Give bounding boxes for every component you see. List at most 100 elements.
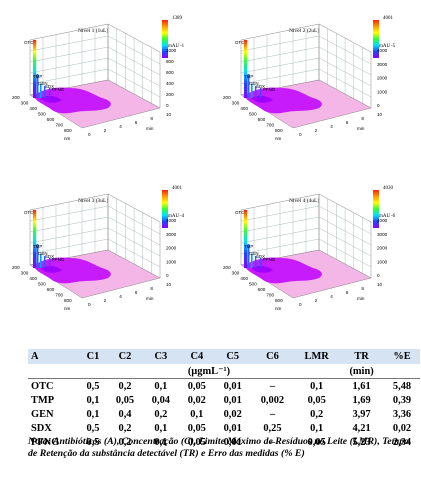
colorbar-max: 1389	[172, 16, 182, 21]
table-note: Nota: Antibióticos (A), Concentração (C)…	[28, 436, 410, 459]
value-cell: 0,01	[223, 380, 242, 392]
colorbar-min: -4	[180, 214, 185, 219]
time-tick-label: 6	[135, 290, 138, 295]
wavelength-tick-label: 600	[47, 117, 55, 122]
z-tick-label: 0	[166, 103, 169, 108]
wavelength-tick-label: 400	[29, 276, 37, 281]
time-tick-label: 10	[166, 282, 172, 287]
z-tick-label: 2000	[377, 76, 388, 81]
colorbar-min: -1	[180, 44, 185, 49]
col-header: C2	[107, 349, 143, 364]
value-cell: 0,02	[392, 422, 412, 434]
time-tick-label: 6	[346, 120, 349, 125]
time-tick-label: 8	[150, 286, 153, 291]
peak-label: GEN	[38, 251, 48, 256]
time-tick-label: 4	[119, 124, 122, 129]
chromatogram-figure: Nivel 1 (1uL) 1389 mAU -1 OTC TMP GEN SDX PFNG 10…	[0, 0, 421, 340]
z-tick-label: 1000	[166, 48, 177, 53]
time-tick-label: 2	[315, 298, 318, 303]
z-tick-label: 1000	[377, 259, 388, 264]
col-header: C1	[78, 349, 108, 364]
time-tick-label: 0	[88, 132, 91, 137]
time-tick-label: 8	[361, 116, 364, 121]
peak-label: TMP	[244, 74, 253, 79]
value-cell: 0,1	[86, 408, 100, 420]
value-cell: 0,1	[190, 408, 204, 420]
colorbar-unit: mAU	[379, 44, 391, 49]
time-tick-label: 8	[150, 116, 153, 121]
time-tick-label: 2	[104, 128, 107, 133]
time-unit: min	[357, 126, 365, 131]
peak-label: OTC	[235, 40, 244, 45]
colorbar-unit: mAU	[379, 214, 391, 219]
wavelength-tick-label: 400	[29, 106, 37, 111]
antibiotic-cell: OTC	[31, 380, 54, 392]
z-tick-label: 4000	[377, 48, 388, 53]
z-tick-label: 0	[166, 273, 169, 278]
antibiotic-cell: SDX	[31, 422, 52, 434]
wavelength-tick-label: 300	[21, 101, 29, 106]
colorbar	[162, 20, 168, 58]
time-tick-label: 10	[377, 282, 383, 287]
time-tick-label: 0	[299, 132, 302, 137]
z-tick-label: 4000	[166, 218, 177, 223]
z-tick-label: 4000	[377, 218, 388, 223]
plot-3d: OTCTMPGENSDXPFNG400030002000100002003004…	[223, 193, 388, 311]
peak-label: GEN	[249, 81, 259, 86]
wavelength-tick-label: 700	[266, 293, 274, 298]
panel-level-1: Nivel 1 (1uL) 1389 mAU -1 OTC TMP GEN SDX PFNG 10…	[0, 0, 210, 170]
z-tick-label: 3000	[377, 232, 388, 237]
wavelength-tick-label: 300	[232, 101, 240, 106]
time-tick-label: 4	[330, 124, 333, 129]
value-cell: 5,48	[392, 380, 412, 392]
time-unit: min	[146, 296, 154, 301]
time-tick-label: 10	[377, 112, 383, 117]
table-header-row: A C1 C2 C3 C4 C5 C6 LMR TR %E	[28, 349, 420, 364]
plot-3d: OTCTMPGENSDXPFNG400030002000100002003004…	[223, 23, 388, 141]
col-header: C4	[178, 349, 215, 364]
value-cell: 0,5	[86, 422, 100, 434]
peak-label: PFNG	[263, 87, 276, 92]
table-units-row: (µgmL⁻¹) (min)	[28, 364, 420, 379]
wavelength-tick-label: 400	[240, 106, 248, 111]
peak-label: OTC	[24, 40, 33, 45]
wavelength-tick-label: 200	[223, 265, 231, 270]
wavelength-tick-label: 800	[275, 128, 283, 133]
value-cell: 0,1	[86, 394, 100, 406]
table-row: PFNG 0,5 0,2 0,1 0,05 0,01 – 0,05 5,23 2,34	[28, 435, 420, 449]
value-cell: 0,2	[118, 436, 132, 448]
time-tick-label: 2	[315, 128, 318, 133]
wavelength-unit: nm	[275, 136, 282, 141]
col-header: A	[28, 349, 79, 364]
wavelength-tick-label: 600	[258, 287, 266, 292]
colorbar-unit: mAU	[168, 44, 180, 49]
panel-level-3: Nivel 3 (3uL) 4001 mAU -4 OTC TMP GEN SDX PFNG 40…	[0, 170, 210, 340]
colorbar	[373, 190, 379, 228]
wavelength-unit: nm	[64, 306, 71, 311]
value-cell: 0,25	[263, 422, 282, 434]
z-tick-label: 200	[166, 92, 174, 97]
colorbar	[162, 190, 168, 228]
value-cell: 0,05	[187, 436, 206, 448]
col-header: C5	[214, 349, 251, 364]
value-cell: 0,1	[154, 436, 168, 448]
panel-level-4: Nivel 4 (4uL) 4030 mAU -6 OTC TMP GEN SDX PFNG 40…	[211, 170, 421, 340]
value-cell: 0,1	[154, 380, 168, 392]
value-cell: 0,01	[223, 422, 242, 434]
antibiotic-cell: GEN	[31, 408, 54, 420]
value-cell: 0,05	[115, 394, 135, 406]
unit-time: (min)	[339, 364, 385, 379]
time-tick-label: 6	[346, 290, 349, 295]
colorbar-max: 4030	[383, 186, 393, 191]
value-cell: 0,2	[118, 380, 132, 392]
value-cell: 0,1	[310, 422, 324, 434]
results-table: A C1 C2 C3 C4 C5 C6 LMR TR %E (µgmL⁻¹) (…	[28, 349, 420, 449]
peak-label: TMP	[33, 74, 42, 79]
value-cell: 3,97	[352, 408, 371, 420]
time-tick-label: 4	[330, 294, 333, 299]
value-cell: –	[269, 408, 276, 420]
value-cell: 0,05	[307, 436, 326, 448]
col-header: C3	[142, 349, 179, 364]
peak-label: OTC	[24, 210, 33, 215]
value-cell: 0,5	[86, 436, 100, 448]
